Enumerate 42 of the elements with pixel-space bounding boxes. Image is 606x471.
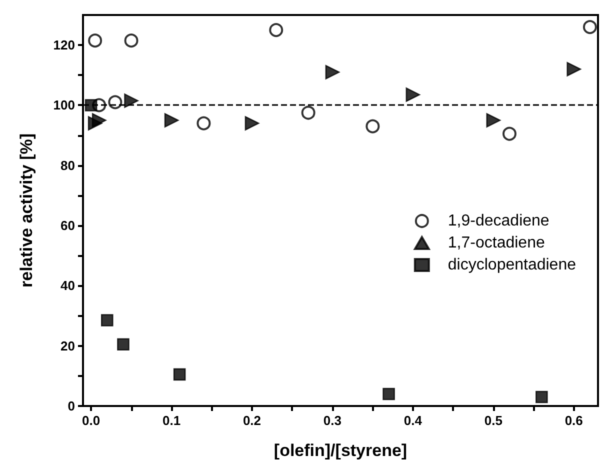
point — [406, 88, 420, 102]
point — [164, 113, 179, 128]
point — [100, 314, 114, 326]
legend-label: dicyclopentadiene — [448, 256, 576, 274]
x-tick-label: 0.0 — [82, 413, 100, 428]
y-tick-label: 80 — [60, 158, 75, 173]
x-tick-label: 0.6 — [564, 413, 583, 428]
point — [196, 116, 211, 130]
point — [244, 116, 260, 130]
point — [502, 126, 516, 141]
point — [486, 113, 501, 128]
point — [566, 62, 582, 76]
point — [84, 99, 98, 112]
y-tick-label: 20 — [60, 338, 75, 354]
point — [88, 34, 102, 48]
x-tick-label: 0.2 — [242, 413, 262, 428]
legend-label: 1,9-decadiene — [448, 212, 550, 230]
point — [124, 34, 138, 48]
point — [301, 106, 316, 120]
y-tick-label: 100 — [53, 98, 75, 113]
point — [269, 23, 284, 38]
x-tick-label: 0.3 — [323, 413, 342, 428]
point — [173, 368, 186, 381]
x-tick-label: 0.1 — [162, 413, 181, 428]
x-tick-label: 0.4 — [404, 413, 423, 428]
y-tick-label: 40 — [60, 278, 75, 294]
point — [117, 338, 130, 350]
y-tick-label: 120 — [53, 38, 75, 53]
point — [124, 94, 138, 108]
point — [325, 64, 340, 80]
point — [366, 119, 380, 134]
point — [92, 113, 106, 128]
x-tick-label: 0.5 — [484, 413, 502, 428]
point — [536, 390, 548, 404]
legend-label: 1,7-octadiene — [448, 234, 545, 252]
point — [582, 20, 597, 34]
point — [382, 388, 395, 400]
x-axis-title: [olefin]/[styrene] — [274, 441, 408, 460]
y-tick-label: 60 — [60, 218, 75, 234]
point — [108, 95, 122, 110]
y-axis-title: relative activity [%] — [17, 133, 36, 288]
y-tick-label: 0 — [68, 398, 75, 414]
